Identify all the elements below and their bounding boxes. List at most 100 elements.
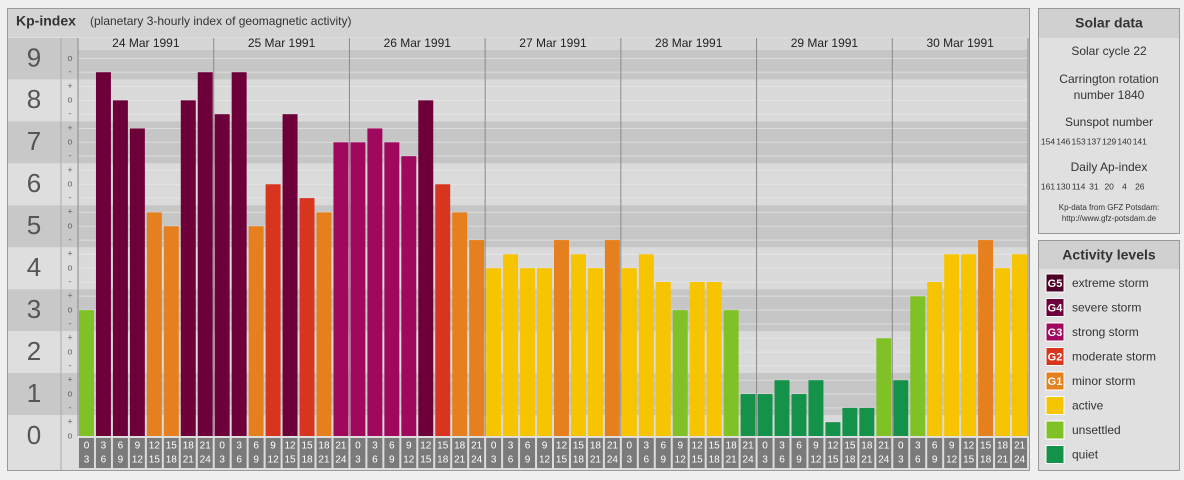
bar bbox=[604, 240, 620, 436]
hour-box bbox=[197, 438, 213, 468]
hour-label: 21 bbox=[607, 441, 619, 452]
bar bbox=[893, 380, 909, 436]
hour-label: 15 bbox=[301, 441, 313, 452]
axis-band bbox=[8, 205, 78, 248]
hour-label: 12 bbox=[963, 441, 975, 452]
y-tick-label: 9 bbox=[27, 42, 41, 72]
hour-box bbox=[79, 438, 94, 468]
hour-label: 18 bbox=[454, 441, 466, 452]
bar bbox=[265, 184, 281, 436]
minor-tick-label: + bbox=[67, 81, 72, 91]
bar bbox=[808, 380, 824, 436]
hour-label: 15 bbox=[556, 455, 568, 466]
hour-label: 6 bbox=[508, 455, 514, 466]
hour-label: 12 bbox=[810, 455, 822, 466]
legend-label: quiet bbox=[1072, 448, 1099, 462]
legend-code: G2 bbox=[1048, 351, 1063, 363]
hour-label: 15 bbox=[827, 455, 839, 466]
bar bbox=[79, 310, 94, 436]
hour-box bbox=[1012, 438, 1027, 468]
hour-label: 0 bbox=[84, 441, 90, 452]
hour-box bbox=[265, 438, 281, 468]
legend-label: active bbox=[1072, 399, 1104, 413]
hour-box bbox=[672, 438, 688, 468]
hour-label: 18 bbox=[844, 455, 856, 466]
minor-tick-label: o bbox=[67, 263, 72, 273]
hour-label: 3 bbox=[762, 455, 768, 466]
hour-box bbox=[876, 438, 892, 468]
hour-label: 9 bbox=[813, 441, 819, 452]
minor-tick-label: - bbox=[69, 151, 72, 161]
date-label: 28 Mar 1991 bbox=[655, 36, 723, 50]
hour-label: 6 bbox=[236, 455, 242, 466]
bar bbox=[333, 142, 349, 436]
bar bbox=[486, 268, 502, 436]
bar bbox=[689, 282, 705, 436]
hour-label: 24 bbox=[335, 455, 347, 466]
sunspot-title: Sunspot number bbox=[1065, 115, 1153, 129]
hour-label: 15 bbox=[149, 455, 161, 466]
hour-box bbox=[842, 438, 858, 468]
hour-box bbox=[706, 438, 722, 468]
bar bbox=[1012, 254, 1027, 436]
carrington: number 1840 bbox=[1074, 88, 1145, 102]
hour-box bbox=[757, 438, 773, 468]
hour-label: 18 bbox=[183, 441, 195, 452]
y-tick-label: 8 bbox=[27, 84, 41, 114]
bar bbox=[401, 156, 417, 436]
legend-title: Activity levels bbox=[1062, 247, 1156, 263]
minor-tick-label: - bbox=[69, 318, 72, 328]
hour-label: 9 bbox=[118, 455, 124, 466]
hour-box bbox=[537, 438, 552, 468]
legend-code: G1 bbox=[1048, 376, 1063, 388]
title-bar bbox=[8, 9, 1029, 37]
bar bbox=[740, 394, 756, 436]
bar bbox=[435, 184, 451, 436]
hour-box bbox=[350, 438, 366, 468]
legend-label: minor storm bbox=[1072, 374, 1135, 388]
hour-label: 15 bbox=[284, 455, 296, 466]
hour-box bbox=[689, 438, 705, 468]
hour-box bbox=[248, 438, 264, 468]
bar bbox=[452, 212, 468, 436]
hour-label: 3 bbox=[644, 441, 650, 452]
hour-label: 3 bbox=[101, 441, 107, 452]
bar bbox=[570, 254, 586, 436]
minor-tick-label: o bbox=[67, 95, 72, 105]
hour-box bbox=[129, 438, 145, 468]
legend-swatch bbox=[1045, 445, 1065, 464]
bar bbox=[537, 268, 552, 436]
sunspot-value: 141 bbox=[1133, 136, 1147, 146]
bar bbox=[197, 72, 213, 437]
minor-tick-label: o bbox=[67, 346, 72, 356]
y-tick-label: 6 bbox=[27, 168, 41, 198]
hour-label: 15 bbox=[980, 441, 992, 452]
hour-label: 9 bbox=[796, 455, 802, 466]
sunspot-value: 137 bbox=[1087, 136, 1101, 146]
hour-label: 15 bbox=[963, 455, 975, 466]
date-label: 29 Mar 1991 bbox=[791, 36, 859, 50]
minor-tick-label: o bbox=[67, 430, 72, 440]
hour-box bbox=[944, 438, 960, 468]
hour-box bbox=[808, 438, 824, 468]
y-tick-label: 3 bbox=[27, 294, 41, 324]
minor-tick-label: + bbox=[67, 291, 72, 301]
hour-box bbox=[621, 438, 637, 468]
hour-label: 15 bbox=[573, 441, 585, 452]
hour-label: 24 bbox=[1014, 455, 1026, 466]
hour-box bbox=[163, 438, 179, 468]
axis-band bbox=[8, 121, 78, 164]
minor-tick-label: + bbox=[67, 417, 72, 427]
hour-label: 18 bbox=[573, 455, 585, 466]
hour-label: 3 bbox=[898, 455, 904, 466]
hour-label: 15 bbox=[420, 455, 432, 466]
hour-label: 6 bbox=[796, 441, 802, 452]
hour-box bbox=[231, 438, 247, 468]
hour-label: 15 bbox=[844, 441, 856, 452]
hour-label: 21 bbox=[183, 455, 195, 466]
ap-title: Daily Ap-index bbox=[1071, 160, 1148, 174]
bar bbox=[621, 268, 637, 436]
hour-label: 9 bbox=[389, 455, 395, 466]
bar bbox=[859, 407, 875, 436]
